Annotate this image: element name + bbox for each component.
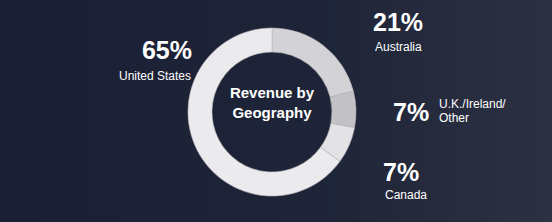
background <box>0 0 552 222</box>
chart-svg: Revenue byGeography 21% 7% 7% 65% Australia U.… <box>0 0 552 222</box>
data-label: 65% <box>142 36 192 64</box>
chart-title: Revenue byGeography <box>230 84 315 121</box>
data-label: 21% <box>373 8 423 36</box>
category-label: U.K./Ireland/Other <box>439 97 506 125</box>
category-label: United States <box>119 69 191 83</box>
donut-slice <box>330 91 356 128</box>
data-label: 7% <box>393 98 429 126</box>
donut <box>188 28 356 196</box>
category-label: Canada <box>385 188 427 202</box>
data-label: 7% <box>383 158 419 186</box>
category-label: Australia <box>375 40 422 54</box>
donut-slice <box>188 28 340 196</box>
